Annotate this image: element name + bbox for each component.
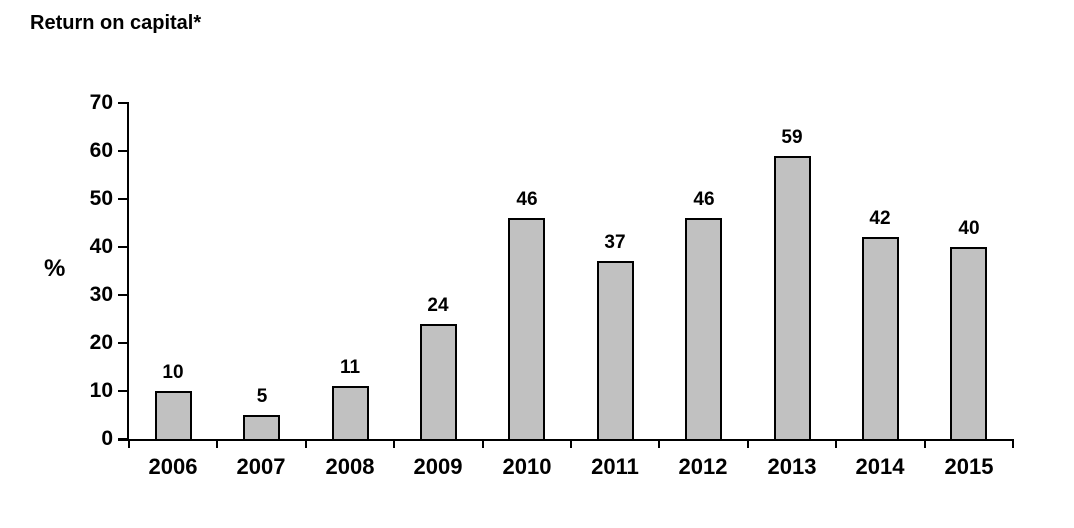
bar-value-label: 10 (162, 362, 184, 383)
x-axis-tick (835, 439, 838, 448)
bar-2006 (155, 391, 192, 441)
y-axis-tick-label: 60 (89, 139, 113, 162)
x-axis-category-label: 2006 (148, 454, 198, 479)
bar-2007 (243, 415, 280, 441)
bar-2012 (685, 218, 722, 441)
bar-value-label: 11 (339, 357, 361, 378)
x-axis-category-label: 2008 (325, 454, 375, 479)
bar-value-label: 24 (427, 295, 449, 316)
x-axis-category-label: 2015 (944, 454, 994, 479)
bar-value-label: 42 (869, 208, 891, 229)
x-axis-tick (658, 439, 661, 448)
bar-2014 (862, 237, 899, 441)
x-axis-tick (481, 439, 484, 448)
y-axis-tick (118, 438, 127, 440)
y-axis-tick-label: 0 (101, 427, 113, 450)
bar-2010 (508, 218, 545, 441)
bar-value-label: 46 (693, 189, 715, 210)
x-axis-category-label: 2012 (678, 454, 728, 479)
bar-2013 (774, 156, 811, 441)
x-axis-category-label: 2009 (413, 454, 463, 479)
bar-2011 (597, 261, 634, 441)
x-axis-tick (393, 439, 396, 448)
bar-2009 (420, 324, 457, 441)
bar-2008 (332, 386, 369, 441)
bar-value-label: 37 (604, 232, 626, 253)
chart-title: Return on capital* (30, 12, 202, 34)
bar-value-label: 5 (256, 386, 268, 407)
y-axis-tick-label: 20 (89, 331, 113, 354)
x-axis-tick (923, 439, 926, 448)
x-axis-tick (128, 439, 130, 448)
bar-value-label: 59 (781, 127, 803, 148)
y-axis-tick-label: 40 (89, 235, 113, 258)
y-axis-tick-label: 10 (89, 379, 113, 402)
y-axis-tick (118, 342, 127, 344)
x-axis-line (118, 439, 1013, 441)
x-axis-category-label: 2007 (236, 454, 286, 479)
y-axis-tick-label: 70 (89, 91, 113, 114)
bar-2015 (950, 247, 987, 441)
y-axis-tick (118, 150, 127, 152)
y-axis-tick (118, 390, 127, 392)
bar-value-label: 46 (516, 189, 538, 210)
x-axis-category-label: 2011 (591, 454, 639, 479)
x-axis-tick (304, 439, 307, 448)
x-axis-category-label: 2013 (767, 454, 817, 479)
y-axis-tick-label: 30 (89, 283, 113, 306)
y-axis-tick-label: 50 (89, 187, 113, 210)
y-axis-tick (118, 102, 127, 104)
y-axis-line (127, 102, 129, 441)
x-axis-category-label: 2014 (855, 454, 905, 479)
x-axis-tick (746, 439, 749, 448)
x-axis-category-label: 2010 (502, 454, 552, 479)
bar-value-label: 40 (958, 218, 980, 239)
x-axis-tick (1012, 439, 1014, 448)
y-axis-tick (118, 198, 127, 200)
x-axis-tick (570, 439, 572, 448)
y-axis-unit-label: % (44, 255, 66, 282)
y-axis-tick (118, 246, 127, 248)
y-axis-tick (118, 294, 127, 296)
x-axis-tick (216, 439, 219, 448)
